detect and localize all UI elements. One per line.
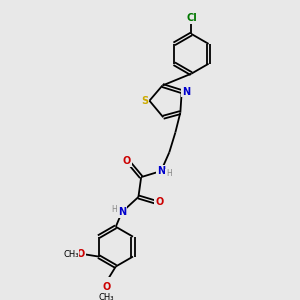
Text: O: O: [155, 197, 164, 207]
Text: N: N: [182, 87, 190, 97]
Text: H: H: [166, 169, 172, 178]
Text: N: N: [157, 166, 165, 176]
Text: Cl: Cl: [186, 13, 197, 23]
Text: O: O: [77, 249, 85, 259]
Text: CH₃: CH₃: [63, 250, 79, 259]
Text: N: N: [118, 207, 126, 217]
Text: O: O: [102, 283, 110, 292]
Text: O: O: [123, 156, 131, 166]
Text: S: S: [142, 96, 148, 106]
Text: CH₃: CH₃: [99, 293, 114, 300]
Text: H: H: [111, 205, 117, 214]
